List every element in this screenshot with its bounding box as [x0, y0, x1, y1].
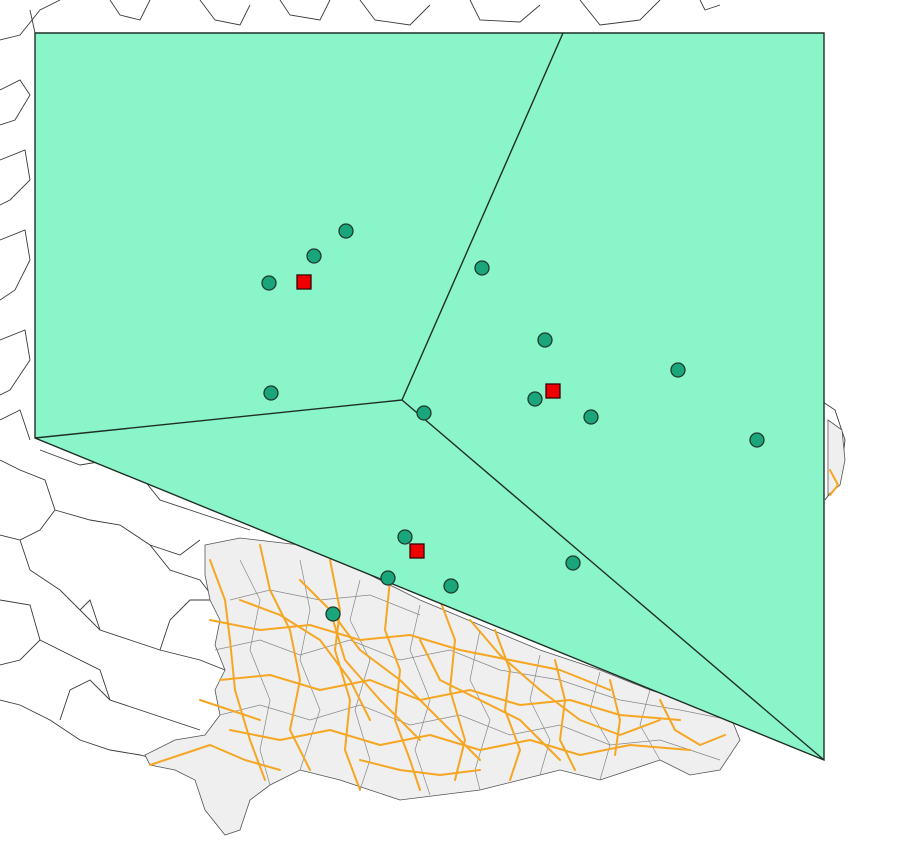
sample-point[interactable]: [380, 570, 396, 586]
sample-point[interactable]: [263, 385, 279, 401]
voronoi-polygons: [34, 32, 825, 762]
voronoi-edge-west: [34, 399, 403, 439]
sample-point[interactable]: [338, 223, 354, 239]
administrative-boundaries: [0, 0, 846, 761]
sample-point[interactable]: [565, 555, 581, 571]
sample-points: [261, 223, 765, 622]
sample-point[interactable]: [583, 409, 599, 425]
sample-point[interactable]: [261, 275, 277, 291]
voronoi-edge-southeast: [401, 399, 825, 761]
road-network: [149, 469, 839, 791]
sample-point[interactable]: [474, 260, 490, 276]
cluster-center-west[interactable]: [296, 274, 312, 290]
sample-point[interactable]: [443, 578, 459, 594]
sample-point[interactable]: [397, 529, 413, 545]
cluster-center-east[interactable]: [545, 383, 561, 399]
cluster-center-south[interactable]: [409, 543, 425, 559]
sample-point[interactable]: [670, 362, 686, 378]
cluster-centers: [296, 274, 561, 559]
sample-point[interactable]: [416, 405, 432, 421]
voronoi-edge-north: [401, 32, 564, 401]
sample-point[interactable]: [306, 248, 322, 264]
sample-point[interactable]: [527, 391, 543, 407]
sample-point[interactable]: [749, 432, 765, 448]
sample-point[interactable]: [325, 606, 341, 622]
sample-point[interactable]: [537, 332, 553, 348]
